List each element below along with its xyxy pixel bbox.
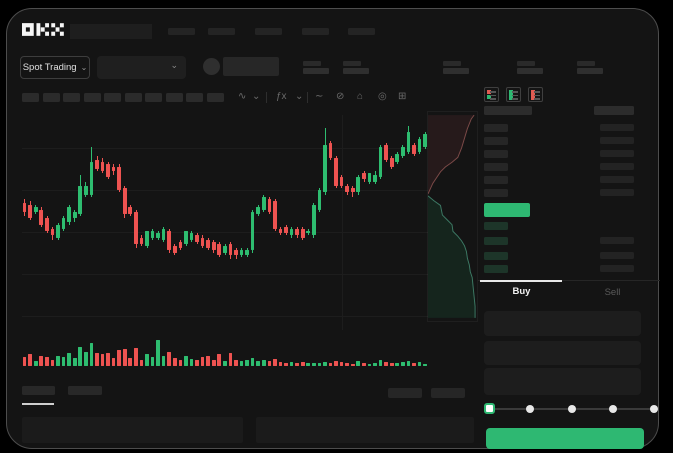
slider-stop[interactable] bbox=[650, 405, 658, 413]
history-tab[interactable] bbox=[68, 386, 102, 395]
market-type-label: Spot Trading bbox=[22, 62, 77, 73]
search-placeholder[interactable] bbox=[70, 24, 152, 39]
chart-style-chevron-icon[interactable]: ⌄ bbox=[252, 91, 261, 102]
indicators-icon[interactable]: ƒx bbox=[276, 91, 287, 102]
indicators-chevron-icon[interactable]: ⌄ bbox=[295, 91, 304, 102]
volume-bars bbox=[22, 338, 428, 366]
okx-logo bbox=[22, 23, 64, 36]
nav-item-3[interactable] bbox=[255, 28, 282, 35]
line-tool-icon[interactable]: ∼ bbox=[315, 91, 324, 102]
nav-item-1[interactable] bbox=[168, 28, 195, 35]
bids-view-icon[interactable] bbox=[506, 87, 521, 102]
buy-submit-button[interactable] bbox=[486, 428, 644, 449]
candlestick-chart[interactable] bbox=[22, 115, 428, 330]
market-type-selector[interactable]: Spot Trading ⌄ bbox=[20, 56, 90, 79]
gridline bbox=[22, 316, 428, 317]
trading-pair-dropdown[interactable]: ⌄ bbox=[97, 56, 186, 79]
asks-view-icon[interactable] bbox=[528, 87, 543, 102]
order-book[interactable] bbox=[484, 106, 640, 276]
orders-tab[interactable] bbox=[22, 386, 55, 395]
gridline bbox=[22, 232, 428, 233]
chevron-down-icon: ⌄ bbox=[170, 60, 178, 70]
amount-field[interactable] bbox=[484, 341, 641, 365]
pair-name-placeholder bbox=[223, 57, 279, 76]
slider-handle[interactable] bbox=[484, 403, 495, 414]
depth-ask-area bbox=[428, 115, 475, 194]
tab-buy[interactable]: Buy bbox=[512, 286, 531, 297]
gridline bbox=[22, 190, 428, 191]
gridline bbox=[342, 115, 343, 330]
slider-stop[interactable] bbox=[526, 405, 535, 413]
nav-item-5[interactable] bbox=[348, 28, 375, 35]
snapshot-icon[interactable]: ⌂ bbox=[357, 91, 364, 102]
slider-stop[interactable] bbox=[608, 405, 617, 413]
depth-bid-area bbox=[428, 195, 476, 318]
total-field[interactable] bbox=[484, 368, 641, 395]
tab-sell[interactable]: Sell bbox=[604, 287, 621, 298]
bottom-action-button-1[interactable] bbox=[388, 388, 422, 398]
bottom-action-button-2[interactable] bbox=[431, 388, 465, 398]
active-bottom-tab-indicator bbox=[22, 403, 54, 405]
pair-coin-avatar bbox=[203, 58, 220, 75]
gridline bbox=[22, 274, 428, 275]
slider-stop[interactable] bbox=[567, 405, 576, 413]
gridline bbox=[22, 148, 428, 149]
active-tab-indicator bbox=[480, 280, 562, 282]
nav-item-4[interactable] bbox=[302, 28, 329, 35]
orders-table-block bbox=[22, 417, 243, 443]
draw-tool-icon[interactable]: ⊘ bbox=[336, 91, 345, 102]
depth-overlay bbox=[427, 111, 478, 322]
chevron-down-icon: ⌄ bbox=[80, 63, 88, 72]
settings-icon[interactable]: ◎ bbox=[378, 91, 387, 102]
fullscreen-icon[interactable]: ⊞ bbox=[398, 91, 407, 102]
chart-style-icon[interactable]: ∿ bbox=[238, 91, 247, 102]
combined-book-icon[interactable] bbox=[484, 87, 499, 102]
tab-divider bbox=[478, 280, 660, 281]
nav-item-2[interactable] bbox=[208, 28, 235, 35]
price-field[interactable] bbox=[484, 311, 641, 336]
last-price-block bbox=[484, 203, 530, 217]
orders-table-block bbox=[256, 417, 474, 443]
